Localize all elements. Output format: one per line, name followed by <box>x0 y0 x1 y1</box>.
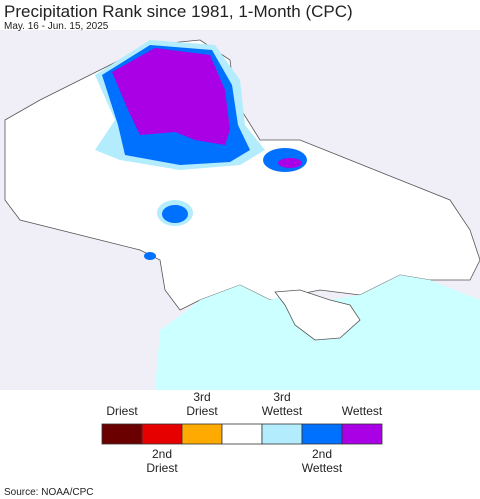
legend-label: 2nd <box>312 447 332 461</box>
legend-swatch <box>181 423 223 445</box>
wet-area-blue <box>144 252 156 260</box>
legend-swatch <box>341 423 383 445</box>
title: Precipitation Rank since 1981, 1-Month (… <box>4 2 353 21</box>
legend-label: Driest <box>146 461 178 475</box>
legend-swatch <box>141 423 183 445</box>
legend-label: 2nd <box>152 447 172 461</box>
source: Source: NOAA/CPC <box>4 487 93 498</box>
legend-background <box>0 390 480 499</box>
subtitle: May. 16 - Jun. 15, 2025 <box>4 21 109 32</box>
legend-label: Driest <box>186 404 218 418</box>
wet-area-purple <box>278 158 302 168</box>
legend-swatch <box>261 423 303 445</box>
legend-swatch <box>221 423 263 445</box>
wet-area-blue <box>162 205 188 223</box>
legend-label: 3rd <box>193 390 210 404</box>
legend-label: Driest <box>106 404 138 418</box>
legend-label: Wettest <box>262 404 303 418</box>
legend-label: Wettest <box>302 461 343 475</box>
peninsula <box>274 289 361 341</box>
wet-area-purple <box>112 48 230 145</box>
legend-swatch <box>101 423 143 445</box>
map <box>0 30 480 390</box>
legend-label: 3rd <box>273 390 290 404</box>
legend-swatch <box>301 423 343 445</box>
legend-label: Wettest <box>342 404 383 418</box>
